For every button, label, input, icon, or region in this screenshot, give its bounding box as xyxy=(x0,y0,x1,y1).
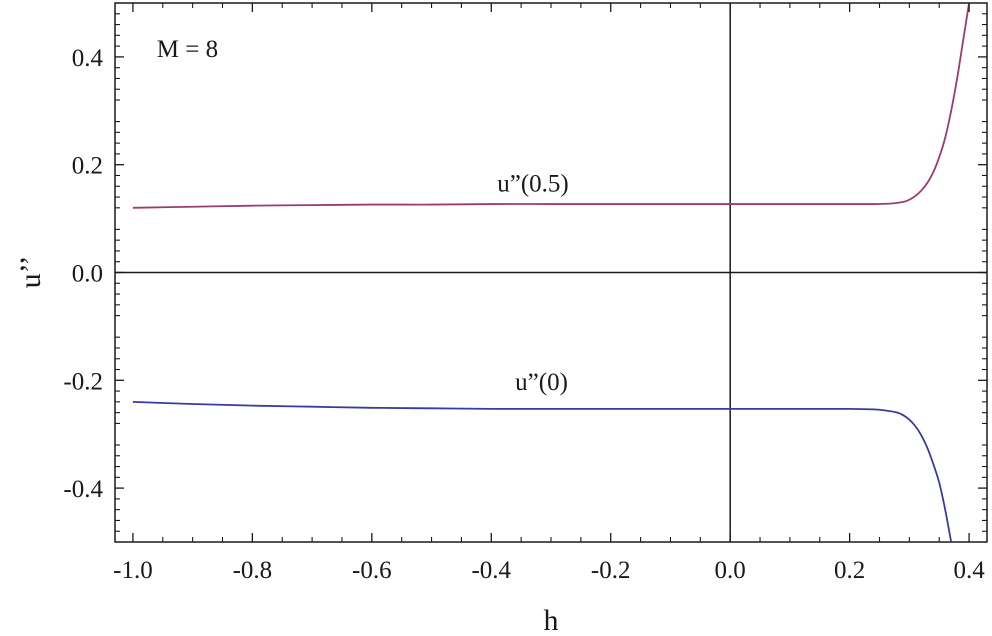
y-tick-label: -0.2 xyxy=(63,368,103,395)
annotation-label: u”(0.5) xyxy=(497,171,569,198)
y-tick-label: 0.4 xyxy=(72,45,104,72)
annotations: M = 8 u”(0.5) u”(0) xyxy=(157,36,569,396)
x-tick-label: -1.0 xyxy=(113,557,153,584)
x-tick-label: -0.8 xyxy=(233,557,273,584)
series-line-lower xyxy=(132,400,953,542)
y-tick-label: 0.0 xyxy=(72,261,103,288)
x-tick-label: 0.0 xyxy=(715,557,746,584)
axis-ticks: -1.0 -0.8 -0.6 -0.4 -0.2 0.0 0.2 0.4 -0.4 -0.2 0.0… xyxy=(63,3,987,584)
x-tick-label: 0.4 xyxy=(953,557,985,584)
x-axis-title: h xyxy=(544,604,559,636)
series-line-upper xyxy=(132,3,970,209)
reference-lines xyxy=(115,3,987,542)
x-tick-label: -0.4 xyxy=(471,557,511,584)
annotation-label: u”(0) xyxy=(515,369,568,396)
y-tick-label: -0.4 xyxy=(63,476,103,503)
series-layer xyxy=(132,3,970,542)
x-tick-label: -0.2 xyxy=(591,557,631,584)
y-tick-label: 0.2 xyxy=(72,153,103,180)
annotation-label: M = 8 xyxy=(157,36,218,63)
x-tick-label: 0.2 xyxy=(834,557,865,584)
y-axis-title: u’’ xyxy=(14,256,47,289)
x-tick-label: -0.6 xyxy=(352,557,392,584)
